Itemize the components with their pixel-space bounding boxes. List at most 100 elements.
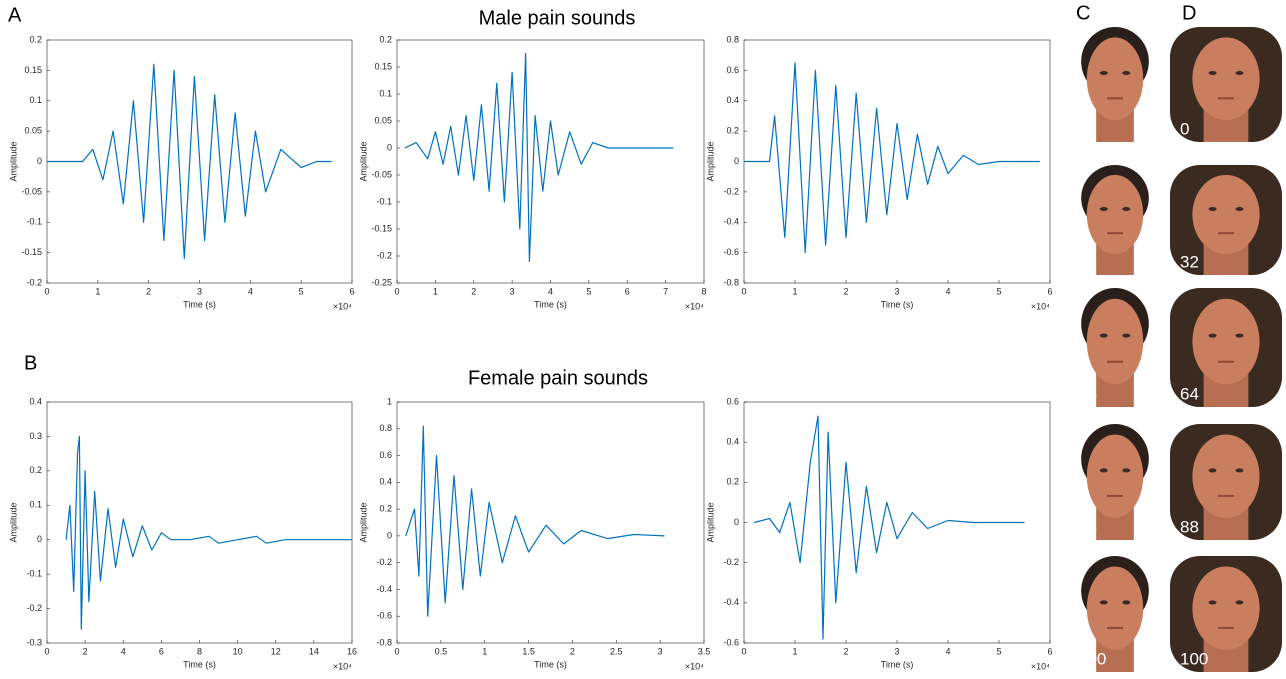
y-tick-label: 0 (37, 156, 42, 166)
x-tick-label: 12 (271, 646, 281, 656)
plot-area (396, 401, 705, 644)
face-level: 88 (1180, 517, 1199, 536)
face-image (1081, 556, 1149, 672)
y-tick-label: -0.6 (723, 637, 739, 647)
x-tick-label: 10 (233, 646, 243, 656)
y-tick-label: 0.6 (726, 65, 739, 75)
x-tick-label: 16 (347, 646, 357, 656)
x-tick-label: 2 (843, 646, 848, 656)
eye (1235, 468, 1244, 473)
panel-label: A (8, 4, 22, 26)
y-tick-label: -0.2 (723, 557, 739, 567)
face-image (1170, 288, 1282, 407)
x-tick-label: 5 (996, 646, 1001, 656)
face (1192, 434, 1260, 518)
y-tick-label: 1 (387, 396, 392, 406)
eye (1099, 600, 1108, 605)
eye (1122, 600, 1131, 605)
y-tick-label: -0.15 (21, 247, 42, 257)
x-tick-label: 6 (625, 286, 630, 296)
eye (1122, 468, 1131, 473)
eye (1099, 207, 1108, 211)
y-tick-label: 0.2 (726, 126, 739, 136)
y-tick-label: 0.2 (379, 503, 392, 513)
y-tick-label: 0.2 (29, 34, 42, 44)
x-tick-label: 3 (197, 286, 202, 296)
x-tick-label: 4 (945, 286, 950, 296)
y-tick-label: 0.8 (379, 423, 392, 433)
waveform (744, 62, 1040, 254)
x-multiplier: ×10⁴ (685, 301, 704, 311)
y-tick-label: 0.8 (726, 34, 739, 44)
eye (1099, 468, 1108, 473)
x-tick-label: 6 (1047, 646, 1052, 656)
x-axis-label: Time (s) (183, 299, 216, 309)
panel-label: B (24, 352, 37, 374)
y-tick-label: -0.05 (371, 169, 392, 179)
y-tick-label: -0.8 (376, 637, 392, 647)
panel-label: D (1182, 2, 1196, 24)
y-axis-label: Amplitude (8, 141, 18, 181)
x-tick-label: 4 (945, 646, 950, 656)
y-tick-label: 0.3 (29, 431, 42, 441)
y-tick-label: 0.05 (374, 115, 392, 125)
face (1086, 298, 1144, 385)
y-tick-label: 0.15 (374, 61, 392, 71)
face-image (1081, 288, 1149, 407)
y-tick-label: 0.1 (29, 95, 42, 105)
y-tick-label: -0.8 (723, 277, 739, 287)
x-tick-label: 2 (83, 646, 88, 656)
x-tick-label: 2 (843, 286, 848, 296)
x-tick-label: 2 (471, 286, 476, 296)
y-tick-label: -0.4 (723, 217, 739, 227)
face-level: 64 (1078, 384, 1097, 403)
x-tick-label: 3.5 (698, 646, 711, 656)
x-axis-label: Time (s) (183, 659, 216, 669)
y-tick-label: -0.15 (371, 223, 392, 233)
y-tick-label: -0.2 (26, 277, 42, 287)
face-level: 88 (1078, 517, 1097, 536)
x-tick-label: 2 (570, 646, 575, 656)
y-tick-label: 0 (734, 156, 739, 166)
x-tick-label: 0 (44, 286, 49, 296)
x-tick-label: 4 (121, 646, 126, 656)
x-multiplier: ×10⁴ (333, 301, 352, 311)
eye (1208, 71, 1217, 75)
y-tick-label: 0.4 (726, 437, 739, 447)
x-tick-label: 2 (146, 286, 151, 296)
y-tick-label: -0.25 (371, 277, 392, 287)
x-tick-label: 6 (349, 286, 354, 296)
y-tick-label: -0.6 (376, 611, 392, 621)
x-multiplier: ×10⁴ (333, 661, 352, 671)
x-tick-label: 1 (95, 286, 100, 296)
face-level: 0 (1078, 119, 1087, 138)
y-tick-label: -0.05 (21, 186, 42, 196)
y-tick-label: -0.1 (26, 569, 42, 579)
plot-area (396, 39, 705, 284)
eye (1208, 333, 1217, 338)
face (1192, 37, 1260, 121)
x-tick-label: 6 (1047, 286, 1052, 296)
x-tick-label: 5 (996, 286, 1001, 296)
x-multiplier: ×10⁴ (1031, 661, 1050, 671)
x-tick-label: 6 (159, 646, 164, 656)
y-tick-label: 0.1 (379, 88, 392, 98)
y-tick-label: 0 (734, 517, 739, 527)
row-title: Male pain sounds (479, 7, 636, 29)
y-tick-label: 0.4 (726, 95, 739, 105)
face-level: 100 (1180, 649, 1208, 668)
x-tick-label: 3 (894, 286, 899, 296)
y-tick-label: 0 (387, 530, 392, 540)
y-tick-label: 0 (37, 534, 42, 544)
x-tick-label: 5 (299, 286, 304, 296)
eye (1235, 333, 1244, 338)
y-tick-label: 0.2 (379, 34, 392, 44)
face (1192, 298, 1260, 385)
x-tick-label: 14 (309, 646, 319, 656)
face (1086, 566, 1144, 650)
waveform (404, 52, 674, 262)
x-tick-label: 1 (433, 286, 438, 296)
eye (1235, 207, 1244, 211)
face (1086, 174, 1144, 255)
